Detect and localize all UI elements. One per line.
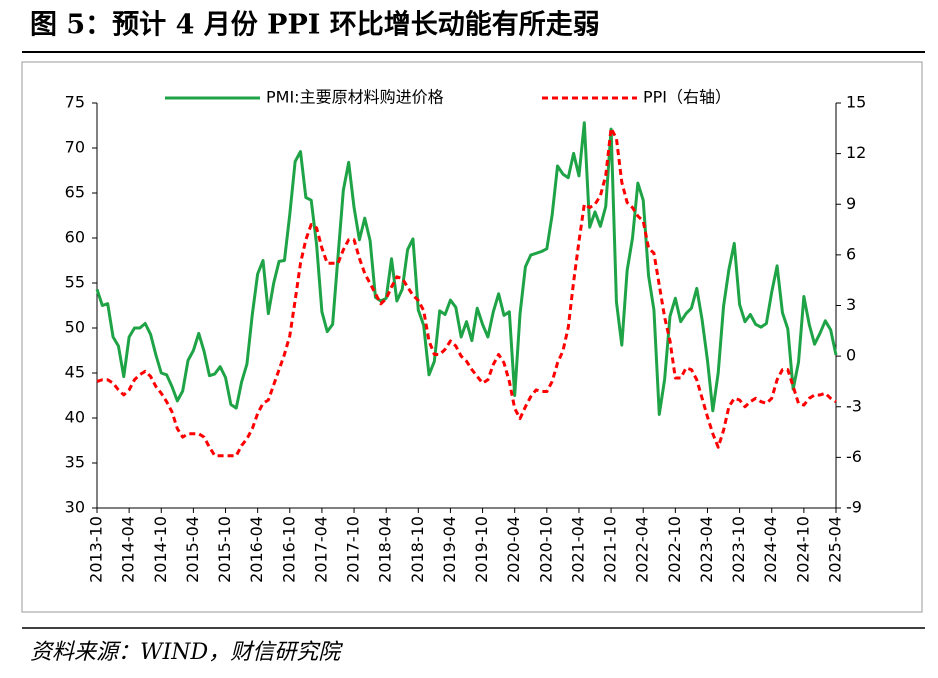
chart-title: 图 5：预计 4 月份 PPI 环比增长动能有所走弱 <box>30 9 600 41</box>
x-tick-label: 2024-04 <box>761 516 780 583</box>
source: 资料来源：WIND，财信研究院 <box>30 640 343 665</box>
x-tick-label: 2015-04 <box>183 516 202 583</box>
y2-tick-label: 12 <box>846 143 866 162</box>
x-tick-label: 2013-10 <box>87 516 106 583</box>
x-tick-label: 2020-04 <box>504 516 523 583</box>
series-line <box>96 126 837 458</box>
x-tick-label: 2019-10 <box>472 516 491 583</box>
y-tick-label: 50 <box>65 318 85 337</box>
x-tick-label: 2017-04 <box>311 516 330 583</box>
x-tick-label: 2018-10 <box>408 516 427 583</box>
legend-label: PMI:主要原材料购进价格 <box>266 88 444 107</box>
y2-tick-label: 15 <box>846 93 866 112</box>
y-tick-label: 30 <box>65 498 85 517</box>
y-tick-label: 45 <box>65 363 85 382</box>
x-tick-label: 2023-10 <box>729 516 748 583</box>
x-tick-label: 2017-10 <box>344 516 363 583</box>
x-tick-label: 2016-04 <box>247 516 266 583</box>
x-tick-label: 2022-10 <box>665 516 684 583</box>
y-tick-label: 40 <box>65 408 85 427</box>
x-tick-label: 2015-10 <box>215 516 234 583</box>
x-tick-label: 2025-04 <box>826 516 845 583</box>
x-tick-label: 2020-10 <box>536 516 555 583</box>
x-tick-label: 2024-10 <box>793 516 812 583</box>
y-tick-label: 60 <box>65 228 85 247</box>
chart-frame <box>21 61 923 613</box>
y2-tick-label: -3 <box>846 396 862 415</box>
x-tick-label: 2016-10 <box>279 516 298 583</box>
legend-label: PPI（右轴） <box>643 88 731 107</box>
y2-tick-label: 3 <box>846 295 856 314</box>
y2-tick-label: -9 <box>846 498 862 517</box>
x-tick-label: 2023-04 <box>697 516 716 583</box>
y2-tick-label: -6 <box>846 447 862 466</box>
x-tick-label: 2021-10 <box>601 516 620 583</box>
x-tick-label: 2014-10 <box>151 516 170 583</box>
y-tick-label: 75 <box>65 93 85 112</box>
y-tick-label: 70 <box>65 138 85 157</box>
x-tick-label: 2019-04 <box>440 516 459 583</box>
x-tick-label: 2022-04 <box>633 516 652 583</box>
x-tick-label: 2021-04 <box>568 516 587 583</box>
y2-tick-label: 0 <box>846 346 856 365</box>
y-tick-label: 35 <box>65 453 85 472</box>
y-tick-label: 55 <box>65 273 85 292</box>
x-tick-label: 2018-04 <box>376 516 395 583</box>
series-line <box>95 121 838 416</box>
y2-tick-label: 9 <box>846 194 856 213</box>
x-tick-label: 2014-04 <box>119 516 138 583</box>
y2-tick-label: 6 <box>846 244 856 263</box>
y-tick-label: 65 <box>65 183 85 202</box>
